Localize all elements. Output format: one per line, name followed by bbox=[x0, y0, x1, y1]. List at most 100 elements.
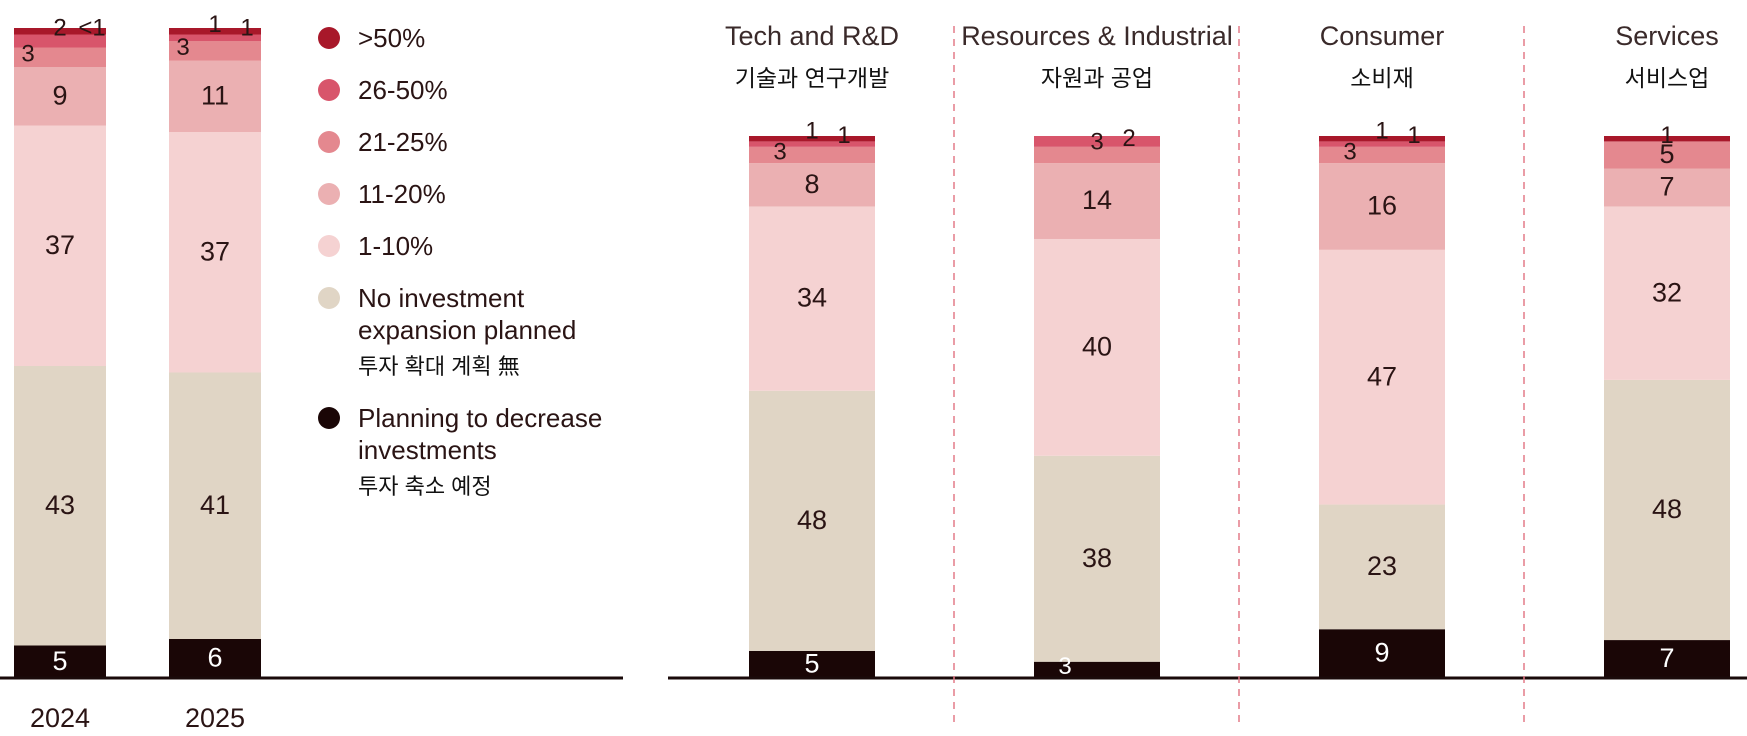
category-title-ko: 서비스업 bbox=[1625, 65, 1710, 91]
data-label: 5 bbox=[52, 646, 67, 676]
bar-segment bbox=[1319, 249, 1445, 505]
category-title-ko: 자원과 공업 bbox=[1041, 65, 1153, 91]
data-label: 47 bbox=[1367, 361, 1397, 391]
bar-segment bbox=[1319, 629, 1445, 678]
data-label: 9 bbox=[1374, 638, 1389, 668]
data-label: 1 bbox=[208, 11, 221, 38]
data-label: 1 bbox=[240, 15, 253, 42]
bar-segment bbox=[1034, 146, 1160, 164]
legend-swatch bbox=[318, 407, 340, 429]
legend-item-gt50: >50% bbox=[318, 22, 648, 54]
legend-item-21-25: 21-25% bbox=[318, 126, 648, 158]
legend: >50% 26-50% 21-25% 11-20% 1-10% No inves… bbox=[318, 22, 648, 522]
legend-label-ko: 투자 축소 예정 bbox=[358, 474, 492, 499]
category-title-ko: 소비재 bbox=[1350, 65, 1413, 91]
data-label: 40 bbox=[1082, 332, 1112, 362]
bar-segment bbox=[14, 47, 106, 67]
data-label: 7 bbox=[1659, 643, 1674, 673]
data-label: 6 bbox=[207, 643, 222, 673]
data-label: 9 bbox=[52, 80, 67, 110]
data-label: 11 bbox=[201, 80, 229, 110]
data-label: 23 bbox=[1367, 551, 1397, 581]
data-label: 41 bbox=[200, 490, 230, 520]
bar-segment bbox=[749, 146, 875, 164]
category-title-ko: 기술과 연구개발 bbox=[735, 65, 890, 91]
data-label: <1 bbox=[78, 15, 105, 42]
data-label: 7 bbox=[1659, 172, 1674, 202]
bar-segment bbox=[14, 28, 106, 35]
legend-swatch bbox=[318, 131, 340, 153]
bar-segment bbox=[1034, 455, 1160, 662]
bar-segment bbox=[1034, 163, 1160, 239]
bar-segment bbox=[14, 366, 106, 646]
category-title: Resources & Industrial bbox=[961, 21, 1233, 51]
legend-label: Planning to decrease investments bbox=[358, 403, 603, 465]
data-label: 2 bbox=[1122, 125, 1135, 152]
legend-item-11-20: 11-20% bbox=[318, 178, 648, 210]
bar-segment bbox=[749, 206, 875, 391]
legend-item-decrease: Planning to decrease investments 투자 축소 예… bbox=[318, 402, 648, 502]
data-label: 48 bbox=[797, 505, 827, 535]
data-label: 2 bbox=[53, 14, 66, 41]
data-label: 3 bbox=[176, 34, 189, 61]
bar-segment bbox=[1604, 379, 1730, 641]
bar-segment bbox=[749, 390, 875, 651]
legend-swatch bbox=[318, 27, 340, 49]
data-label: 1 bbox=[837, 122, 850, 149]
data-label: 37 bbox=[45, 230, 75, 260]
bar-segment bbox=[1604, 640, 1730, 678]
data-label: 1 bbox=[1660, 122, 1673, 149]
data-label: 48 bbox=[1652, 494, 1682, 524]
legend-label: 26-50% bbox=[358, 75, 448, 105]
bar-segment bbox=[1319, 163, 1445, 250]
bar-segment bbox=[169, 639, 261, 678]
bar-segment bbox=[1034, 238, 1160, 456]
data-label: 37 bbox=[200, 236, 230, 266]
data-label: 3 bbox=[21, 41, 34, 68]
bar-segment bbox=[14, 125, 106, 366]
bar-segment bbox=[14, 67, 106, 126]
legend-item-no-expansion: No investment expansion planned 투자 확대 계획… bbox=[318, 282, 648, 382]
legend-label: 21-25% bbox=[358, 127, 448, 157]
data-label: 3 bbox=[1058, 653, 1071, 680]
data-label: 34 bbox=[797, 283, 827, 313]
bar-segment bbox=[169, 60, 261, 132]
data-label: 5 bbox=[804, 649, 819, 679]
data-label: 16 bbox=[1367, 191, 1397, 221]
bar-segment bbox=[14, 34, 106, 48]
data-label: 3 bbox=[1343, 138, 1356, 165]
bar-segment bbox=[14, 645, 106, 678]
category-title: Consumer bbox=[1320, 21, 1445, 51]
data-label: 5 bbox=[1659, 139, 1674, 169]
legend-label-ko: 투자 확대 계획 無 bbox=[358, 354, 520, 379]
legend-swatch bbox=[318, 235, 340, 257]
bar-segment bbox=[1034, 661, 1160, 678]
bar-segment bbox=[169, 34, 261, 41]
data-label: 14 bbox=[1082, 185, 1112, 215]
bar-segment bbox=[1319, 146, 1445, 164]
legend-item-26-50: 26-50% bbox=[318, 74, 648, 106]
bar-segment bbox=[169, 28, 261, 35]
bar-segment bbox=[169, 41, 261, 61]
bar-segment bbox=[169, 132, 261, 373]
data-label: 1 bbox=[1375, 117, 1388, 144]
bar-segment bbox=[1034, 136, 1160, 147]
category-title: Tech and R&D bbox=[725, 21, 899, 51]
legend-label: No investment expansion planned bbox=[358, 283, 577, 345]
bar-segment bbox=[1604, 141, 1730, 169]
bar-segment bbox=[1604, 136, 1730, 142]
data-label: 3 bbox=[773, 138, 786, 165]
bar-segment bbox=[749, 163, 875, 207]
bar-segment bbox=[1319, 141, 1445, 147]
bar-segment bbox=[749, 650, 875, 678]
data-label: 32 bbox=[1652, 277, 1682, 307]
x-tick-label: 2025 bbox=[185, 703, 245, 733]
bar-segment bbox=[749, 136, 875, 142]
legend-label: 1-10% bbox=[358, 231, 434, 261]
bar-segment bbox=[1319, 136, 1445, 142]
data-label: 3 bbox=[1090, 128, 1103, 155]
x-tick-label: 2024 bbox=[30, 703, 90, 733]
legend-swatch bbox=[318, 287, 340, 309]
bar-segment bbox=[749, 141, 875, 147]
